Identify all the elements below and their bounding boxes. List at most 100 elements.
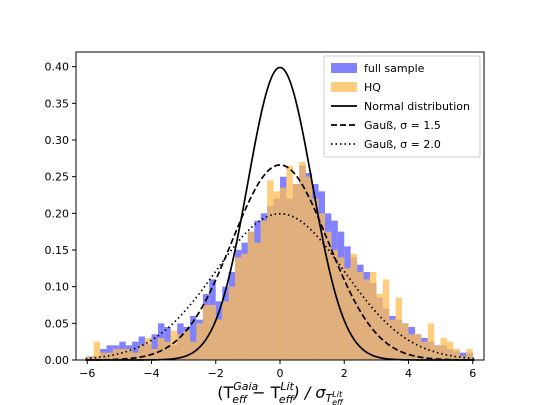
histogram-bar-hq [190, 341, 197, 360]
xlabel-sub: eff [332, 398, 344, 405]
x-axis-ticks: −6 −4 −2 0 2 4 6 [79, 360, 476, 380]
histogram-bar-hq [151, 349, 158, 360]
histogram-bar-hq [260, 220, 268, 360]
y-tick-label: 0.05 [45, 317, 70, 330]
histogram-bar-hq [267, 180, 274, 360]
histogram-bar-hq [337, 257, 345, 360]
histogram-bar-hq [363, 279, 370, 360]
histogram-bar-hq [414, 334, 422, 360]
legend-entry: Normal distribution [331, 100, 470, 113]
xlabel-sub: eff [279, 393, 295, 405]
histogram-bar-hq [286, 165, 293, 360]
histogram-bar-hq [350, 253, 358, 360]
histogram-bar-hq [100, 352, 107, 360]
histogram-bar-hq [305, 176, 313, 360]
xlabel-part: (T [217, 383, 233, 402]
histogram-bar-hq [440, 338, 448, 360]
histogram-bar-hq [459, 356, 467, 360]
histogram-bar-hq [119, 349, 126, 360]
histogram-bar-hq [280, 187, 287, 360]
histogram-bar-hq [453, 349, 460, 360]
x-tick-label: 2 [341, 367, 348, 380]
y-tick-label: 0.00 [45, 354, 70, 367]
histogram-bar-hq [357, 272, 364, 360]
legend-entry: Gauß, σ = 1.5 [331, 119, 441, 132]
legend-entry: HQ [331, 81, 381, 94]
histogram-bar-hq [145, 338, 152, 360]
histogram-bar-hq [106, 352, 113, 360]
histogram-bar-hq [93, 341, 101, 360]
xlabel-sub: T [326, 392, 334, 405]
legend-swatch [331, 82, 357, 92]
histogram-bar-hq [299, 162, 306, 360]
x-tick-label: −4 [143, 367, 159, 380]
histogram-bar-hq [164, 341, 171, 360]
histogram-bar-hq [318, 213, 325, 360]
legend-swatch [331, 63, 357, 73]
histogram-bar-hq [273, 191, 280, 360]
histogram-bar-hq [222, 301, 229, 360]
histogram-bar-hq [125, 349, 133, 360]
histogram-bar-hq [157, 338, 165, 360]
histogram-bar-hq [177, 334, 184, 360]
histogram-hq [87, 162, 473, 360]
xlabel-sup: Lit [280, 380, 294, 393]
y-tick-label: 0.35 [45, 97, 70, 110]
histogram-bar-hq [344, 268, 351, 360]
histogram-bar-hq [228, 286, 236, 360]
legend-label: full sample [364, 62, 425, 75]
histogram-bar-hq [369, 272, 377, 360]
histogram-bar-hq [254, 242, 261, 360]
x-tick-label: −6 [79, 367, 95, 380]
x-tick-label: 0 [277, 367, 284, 380]
histogram-bar-hq [421, 341, 428, 360]
histogram-bar-hq [215, 319, 223, 360]
curve-gau-2-0 [85, 212, 475, 360]
histogram-bar-hq [170, 330, 178, 360]
histogram-bar-hq [324, 231, 332, 360]
histogram-bar-hq [292, 184, 300, 360]
histogram-bar-hq [183, 330, 191, 360]
legend-label: HQ [364, 81, 381, 94]
histogram-bar-hq [427, 323, 435, 360]
y-axis-ticks: 0.00 0.05 0.10 0.15 0.20 0.25 0.30 0.35 0.40 [45, 61, 76, 367]
histogram-bar-hq [376, 294, 383, 360]
y-tick-label: 0.40 [45, 61, 70, 74]
histogram-bar-hq [447, 341, 454, 360]
histogram-bar-hq [312, 198, 319, 360]
histogram-bar-full-sample [132, 341, 139, 360]
y-tick-label: 0.20 [45, 207, 70, 220]
xlabel-part: − T [247, 383, 281, 402]
histogram-bar-hq [466, 349, 473, 360]
curve-gau-1-5 [85, 164, 475, 361]
histogram-bar-hq [389, 319, 396, 360]
xlabel-part: ) / σ [293, 383, 327, 402]
histogram-bar-hq [382, 279, 390, 360]
histogram-bar-full-sample [151, 334, 158, 360]
x-tick-label: −2 [208, 367, 224, 380]
histogram-bar-hq [395, 297, 403, 360]
histogram-bar-hq [331, 250, 338, 360]
histogram-bar-hq [402, 323, 409, 360]
histogram-bar-full-sample [459, 352, 467, 360]
histogram-bar-hq [132, 352, 139, 360]
histogram-bar-hq [112, 349, 120, 360]
histogram-bar-hq [138, 345, 146, 360]
x-tick-label: 6 [469, 367, 476, 380]
legend-label: Gauß, σ = 2.0 [364, 138, 441, 151]
histogram-bar-hq [209, 305, 216, 360]
y-tick-label: 0.25 [45, 171, 70, 184]
legend-box [323, 55, 481, 158]
legend-label: Normal distribution [364, 100, 470, 113]
x-axis-label: (TGaia eff − TLit eff) / σTLit eff [217, 380, 344, 405]
histogram-bar-hq [235, 257, 242, 360]
x-tick-label: 4 [405, 367, 412, 380]
histogram-bar-hq [408, 334, 415, 360]
y-tick-label: 0.15 [45, 244, 70, 257]
histogram-bar-hq [247, 231, 255, 360]
xlabel-sup: Lit [332, 390, 343, 399]
y-tick-label: 0.30 [45, 134, 70, 147]
histogram-bar-hq [202, 305, 210, 360]
xlabel-sup: Gaia [233, 380, 258, 393]
